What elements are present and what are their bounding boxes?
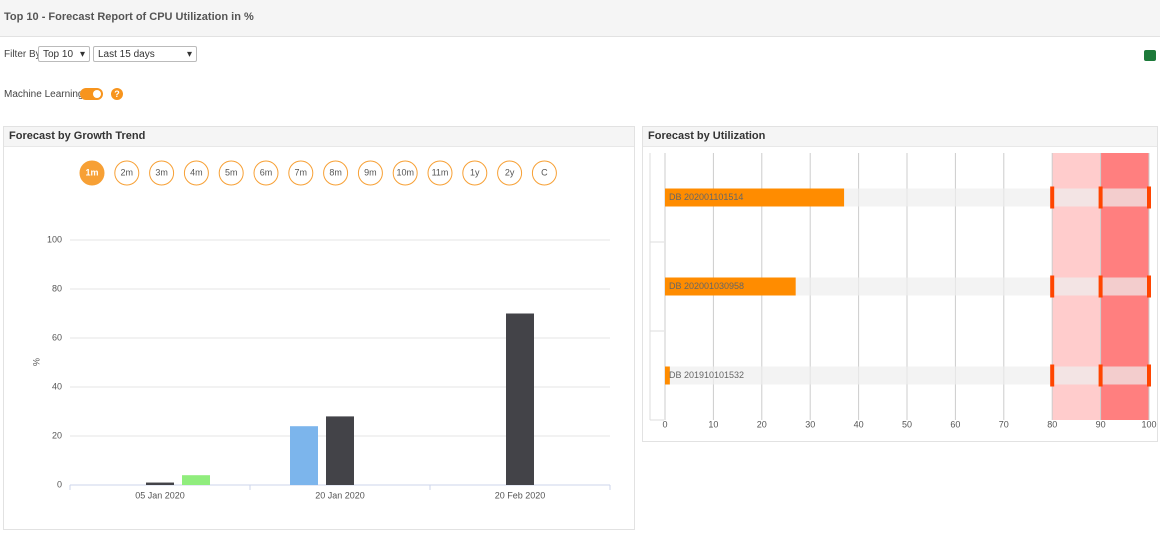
ml-toggle[interactable] — [80, 88, 103, 100]
period-circle — [392, 160, 418, 186]
threshold-marker — [1147, 275, 1151, 298]
period-label: 9m — [364, 167, 377, 177]
period-circle — [218, 160, 244, 186]
period-label: 7m — [295, 167, 308, 177]
x-tick-label: 0 — [662, 419, 667, 429]
period-circle — [427, 160, 453, 186]
threshold-marker — [1098, 364, 1103, 387]
x-tick-label: 100 — [1141, 419, 1156, 429]
x-tick-label: 20 Jan 2020 — [315, 490, 365, 500]
period-button[interactable]: 5m — [218, 160, 244, 186]
period-select[interactable]: Last 15 days — [93, 46, 197, 63]
period-circle — [149, 160, 175, 186]
period-label: 1y — [470, 167, 480, 177]
x-tick-label: 90 — [1096, 419, 1106, 429]
y-axis-title: % — [31, 358, 41, 366]
threshold-marker — [1098, 186, 1103, 209]
period-button[interactable]: 1m — [79, 160, 105, 186]
period-button[interactable]: 4m — [183, 160, 209, 186]
y-tick-label: 100 — [47, 234, 62, 244]
period-circle — [114, 160, 140, 186]
period-label: 1m — [85, 167, 98, 177]
period-button[interactable]: 11m — [427, 160, 453, 186]
x-tick-label: 30 — [805, 419, 815, 429]
y-tick-label: 80 — [52, 283, 62, 293]
period-button[interactable]: C — [531, 160, 557, 186]
period-label: 3m — [155, 167, 168, 177]
y-tick-label: 0 — [57, 479, 62, 489]
period-label: 10m — [396, 167, 414, 177]
period-circle — [79, 160, 105, 186]
x-tick-label: 80 — [1047, 419, 1057, 429]
period-circle — [357, 160, 383, 186]
period-label: 8m — [329, 167, 342, 177]
period-label: 6m — [260, 167, 273, 177]
bar — [146, 482, 174, 485]
bar — [506, 313, 534, 485]
period-circle — [253, 160, 279, 186]
x-tick-label: 60 — [950, 419, 960, 429]
period-button[interactable]: 3m — [149, 160, 175, 186]
bar — [665, 188, 845, 207]
y-tick-label: 20 — [52, 430, 62, 440]
excel-export[interactable] — [1144, 50, 1156, 61]
bar-track — [665, 366, 1149, 385]
x-tick-label: 10 — [708, 419, 718, 429]
period-label: 2y — [505, 167, 515, 177]
threshold-marker — [1147, 186, 1151, 209]
category-label: DB 202001101514 — [669, 192, 743, 202]
period-button[interactable]: 1y — [462, 160, 488, 186]
threshold-marker — [1050, 275, 1055, 298]
bar — [182, 475, 210, 485]
period-button[interactable]: 2y — [497, 160, 523, 186]
category-label: DB 201910101532 — [669, 370, 744, 380]
bar — [665, 277, 796, 296]
x-tick-label: 20 Feb 2020 — [495, 490, 546, 500]
threshold-marker — [1147, 364, 1151, 387]
threshold-marker — [1098, 275, 1103, 298]
period-circle — [462, 160, 488, 186]
period-label: 5m — [225, 167, 238, 177]
period-circle — [288, 160, 314, 186]
period-button[interactable]: 10m — [392, 160, 418, 186]
period-button[interactable]: 8m — [323, 160, 349, 186]
period-label: 11m — [432, 167, 449, 177]
period-circle — [323, 160, 349, 186]
bar — [326, 416, 354, 485]
panel-title: Forecast by Growth Trend — [4, 127, 634, 147]
bar — [665, 366, 670, 385]
period-label: 4m — [190, 167, 203, 177]
period-label: 2m — [121, 167, 134, 177]
period-button[interactable]: 7m — [288, 160, 314, 186]
period-circle — [497, 160, 523, 186]
threshold-marker — [1050, 186, 1055, 209]
x-tick-label: 40 — [854, 419, 864, 429]
category-label: DB 202001030958 — [669, 281, 744, 291]
threshold-marker — [1050, 364, 1055, 387]
y-tick-label: 40 — [52, 381, 62, 391]
period-button[interactable]: 2m — [114, 160, 140, 186]
x-tick-label: 20 — [757, 419, 767, 429]
period-circle — [531, 160, 557, 186]
filter-label: Filter By — [4, 49, 41, 60]
period-circle — [183, 160, 209, 186]
ml-label: Machine Learning — [4, 89, 84, 100]
bar — [290, 426, 318, 485]
x-tick-label: 70 — [999, 419, 1009, 429]
x-tick-label: 50 — [902, 419, 912, 429]
period-button[interactable]: 6m — [253, 160, 279, 186]
top-bar — [0, 0, 1160, 37]
period-label: C — [541, 167, 548, 177]
x-tick-label: 05 Jan 2020 — [135, 490, 185, 500]
help-icon[interactable]: ? — [111, 88, 123, 100]
count-select[interactable]: Top 10 — [38, 46, 90, 63]
panel-title: Forecast by Utilization — [643, 127, 1157, 147]
period-button[interactable]: 9m — [357, 160, 383, 186]
y-tick-label: 60 — [52, 332, 62, 342]
page-title: Top 10 - Forecast Report of CPU Utilizat… — [4, 11, 254, 23]
